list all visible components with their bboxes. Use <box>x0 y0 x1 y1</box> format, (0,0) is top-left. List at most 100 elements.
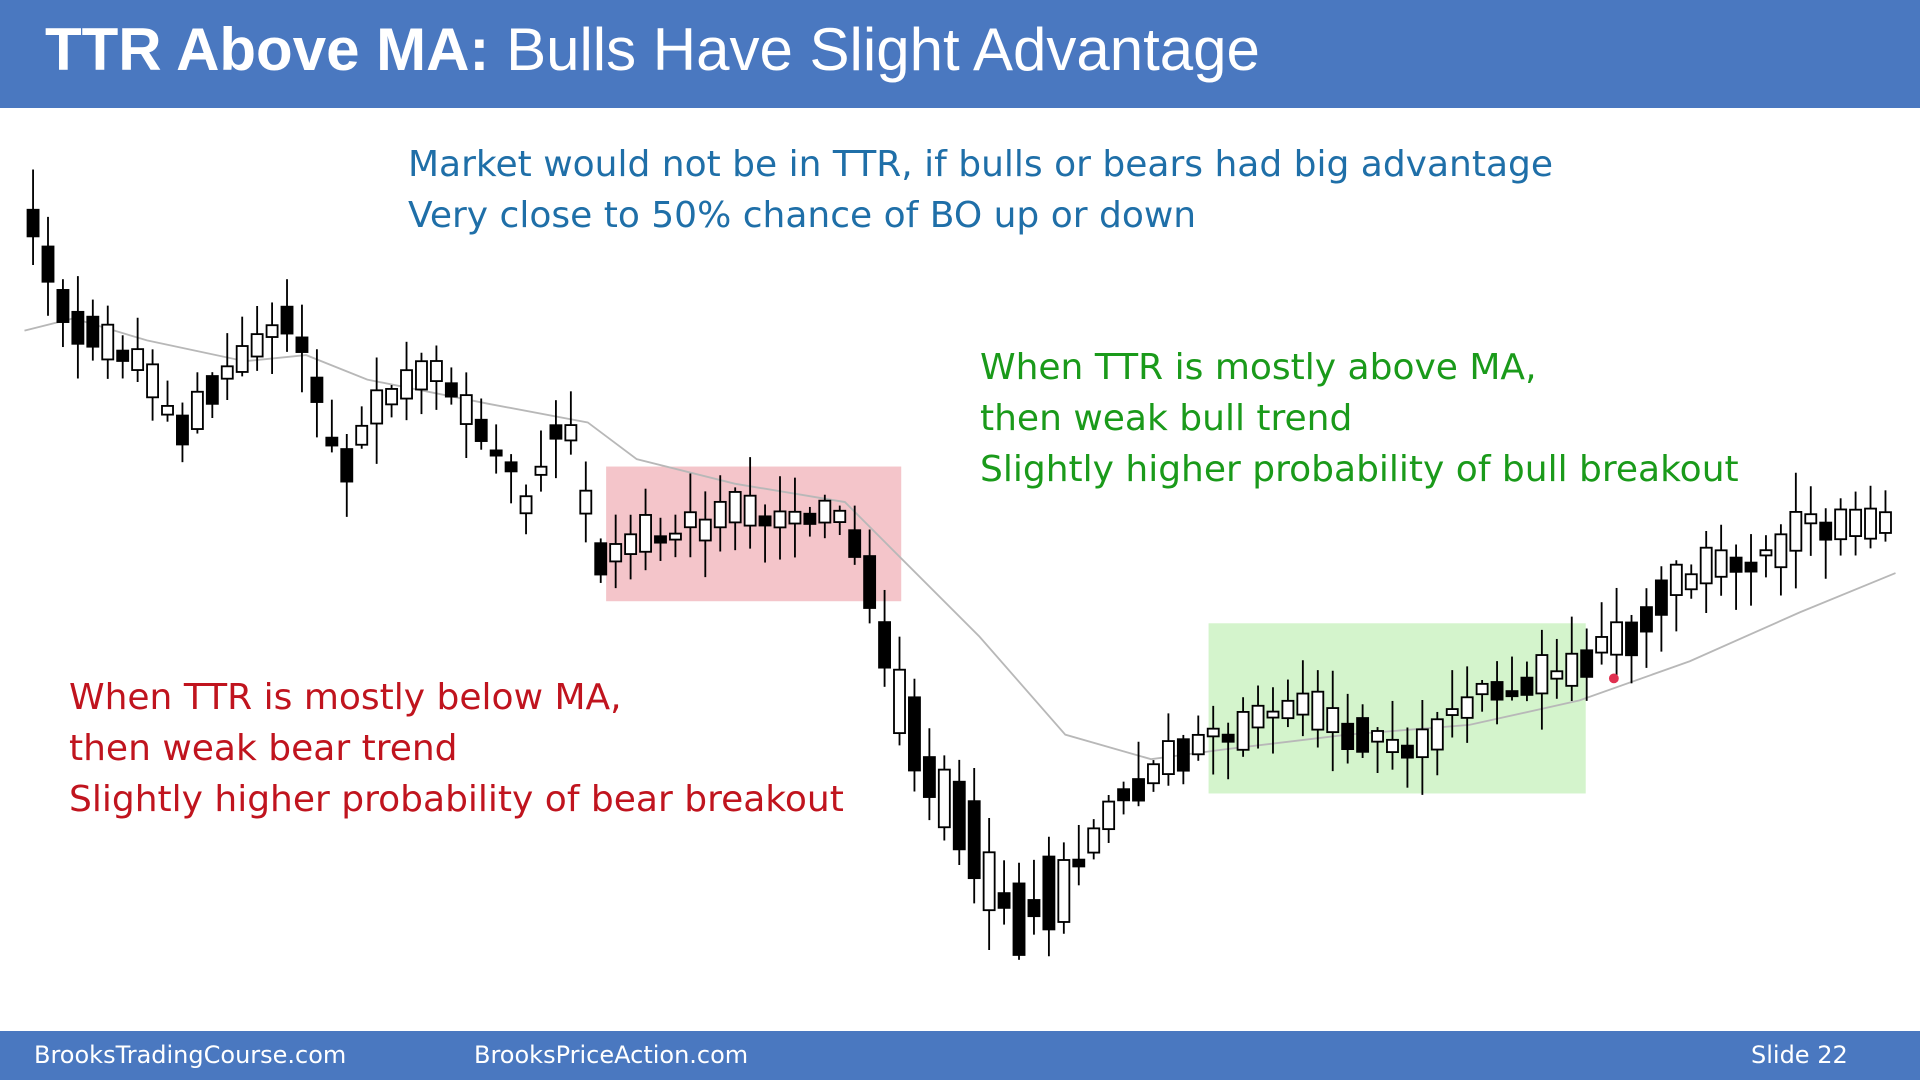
candle-body <box>504 461 518 473</box>
candle-body <box>952 780 966 851</box>
cursor-dot <box>1608 673 1619 684</box>
candle-body <box>1595 636 1609 654</box>
note-line: Slightly higher probability of bear brea… <box>69 779 844 820</box>
candle-body <box>400 369 413 400</box>
candle-body <box>235 345 249 373</box>
candles <box>24 169 1896 960</box>
candle-body <box>265 324 279 338</box>
candle-body <box>758 515 772 527</box>
candle-body <box>1789 511 1803 552</box>
candle-body <box>1042 855 1056 931</box>
candle-body <box>728 491 742 524</box>
candle-body <box>1161 740 1175 776</box>
candle-body <box>1415 728 1429 759</box>
candle-body <box>1699 546 1713 585</box>
candle-body <box>1281 699 1295 720</box>
candle-body <box>1625 621 1638 657</box>
candle-body <box>1804 513 1818 525</box>
candle-body <box>1356 717 1370 753</box>
candle-body <box>1102 800 1116 831</box>
candle-body <box>1684 573 1698 591</box>
candle-body <box>1401 744 1414 759</box>
candle-body <box>459 394 473 425</box>
note-line: When TTR is mostly above MA, <box>980 347 1537 388</box>
note-line: Market would not be in TTR, if bulls or … <box>408 144 1554 185</box>
candle-body <box>220 365 234 380</box>
candle-body <box>489 449 503 457</box>
candle-body <box>429 360 443 382</box>
candle-body <box>1729 556 1743 573</box>
note-line: Very close to 50% chance of BO up or dow… <box>408 195 1197 236</box>
candle-body <box>833 509 847 523</box>
note-line: then weak bear trend <box>69 728 458 769</box>
candle-body <box>1072 858 1086 868</box>
candle-body <box>86 315 100 348</box>
candle-body <box>922 756 936 798</box>
footer-site: BrooksPriceAction.com <box>474 1041 749 1069</box>
candle-body <box>205 375 219 405</box>
candle-body <box>1490 681 1504 701</box>
candle-body <box>818 499 832 524</box>
candle-body <box>1132 778 1145 802</box>
candle-body <box>1550 670 1564 680</box>
candle-body <box>654 535 667 544</box>
candle-body <box>1027 899 1041 918</box>
candle-body <box>1669 563 1683 596</box>
candle-body <box>564 424 578 442</box>
candle-body <box>609 543 623 563</box>
footer-site: BrooksTradingCourse.com <box>34 1041 347 1069</box>
bull-note: When TTR is mostly above MA, then weak b… <box>980 342 1739 495</box>
title-rest: Bulls Have Slight Advantage <box>506 16 1260 83</box>
candle-body <box>698 518 712 542</box>
candle-body <box>1087 827 1101 854</box>
candle-body <box>1236 711 1250 751</box>
candle-body <box>355 424 369 446</box>
candle-body <box>803 512 817 525</box>
candle-body <box>370 389 384 425</box>
candle-body <box>594 542 608 576</box>
candle-body <box>131 348 145 371</box>
candle-body <box>1012 882 1026 956</box>
candle-body <box>250 333 264 358</box>
candle-body <box>1520 676 1534 696</box>
candle-body <box>624 533 638 555</box>
candle-body <box>1206 727 1220 738</box>
candle-body <box>295 336 309 353</box>
candle-body <box>519 495 533 515</box>
candle-body <box>1296 692 1310 716</box>
candle-body <box>1610 621 1623 656</box>
candle-body <box>1176 738 1190 772</box>
candle-body <box>1057 859 1071 923</box>
candle-body <box>1460 696 1474 719</box>
candle-body <box>161 404 174 416</box>
candle-body <box>1819 521 1833 541</box>
candle-body <box>848 529 862 558</box>
candle-body <box>863 555 877 609</box>
candle-body <box>1744 561 1758 573</box>
candle-body <box>1640 606 1653 633</box>
candle-body <box>1475 682 1489 696</box>
candle-body <box>1774 533 1788 569</box>
candle-body <box>1849 508 1863 537</box>
candle-body <box>773 510 787 529</box>
candle-body <box>1864 507 1877 540</box>
candle-body <box>101 323 115 361</box>
slide-number: Slide 22 <box>1751 1041 1848 1069</box>
candle-body <box>1445 708 1459 716</box>
candle-body <box>743 494 757 527</box>
candle-body <box>190 390 204 430</box>
candle-body <box>1221 733 1235 743</box>
candle-body <box>280 305 294 335</box>
header-bar: TTR Above MA: Bulls Have Slight Advantag… <box>0 0 1920 108</box>
top-note: Market would not be in TTR, if bulls or … <box>408 139 1553 241</box>
candle-body <box>1430 718 1444 751</box>
candle-body <box>639 514 652 553</box>
footer-bar: BrooksTradingCourse.com BrooksPriceActio… <box>0 1031 1920 1080</box>
note-line: Slightly higher probability of bull brea… <box>980 449 1739 490</box>
note-line: then weak bull trend <box>980 398 1353 439</box>
candle-body <box>1505 690 1519 698</box>
candle-body <box>878 621 892 669</box>
candle-body <box>385 388 399 406</box>
candle-body <box>444 382 458 398</box>
